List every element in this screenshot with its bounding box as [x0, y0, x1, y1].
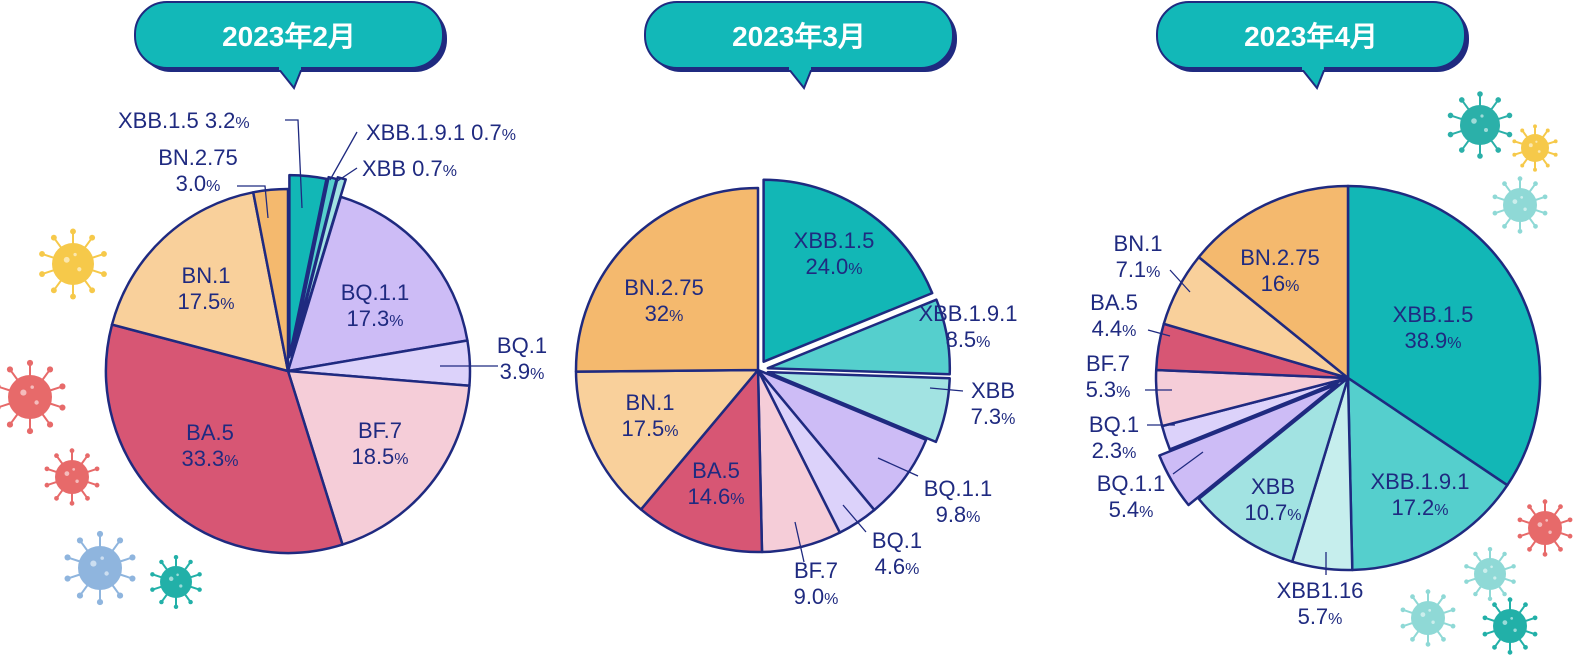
virus-red-small-icon	[44, 448, 100, 506]
slice-label-bf-7: BF.7 5.3%	[1086, 351, 1131, 402]
chart-title-badge: 2023年3月	[644, 1, 957, 90]
slice-label-xbb: XBB 0.7%	[362, 156, 457, 181]
slice-label-bq-1-1: BQ.1.1 5.4%	[1097, 471, 1165, 522]
virus-teal-bottom-icon	[1482, 597, 1538, 655]
pie-chart-2: 2023年3月 XBB.1.5 24.0% XBB.1.9.1 8.5% XBB 7.3% B…	[574, 1, 1018, 609]
slice-label-bq-1: BQ.1 4.6%	[872, 528, 922, 579]
slice-label-bq-1-1: BQ.1.1 17.3%	[341, 280, 409, 331]
leader-line	[1172, 451, 1204, 475]
slice-label-bn-1: BN.1 17.5%	[177, 263, 234, 314]
pie-labels: XBB.1.5 38.9% XBB.1.9.1 17.2% XBB1.16 5.7% XBB…	[1086, 231, 1474, 629]
virus-teal-icon	[150, 554, 202, 610]
pie-slices	[104, 173, 472, 555]
virus-blue-icon	[64, 530, 136, 606]
slice-label-bn-2-75: BN.2.75 32%	[624, 275, 704, 326]
virus-yellow-icon	[39, 228, 107, 300]
chart-title: 2023年3月	[732, 20, 866, 52]
pie-slices	[1154, 184, 1542, 572]
slice-label-bn-1: BN.1 17.5%	[621, 390, 678, 441]
pie-slice-xbb-1-9-1	[1346, 376, 1509, 572]
virus-yellow-right-icon	[1512, 124, 1558, 172]
pie-slice-bq-1-1	[1158, 382, 1339, 507]
virus-teal-top-icon	[1447, 91, 1513, 159]
pie-chart-3: 2023年4月 XBB.1.5 38.9% XBB.1.9.1 17.2% XBB1.16…	[1086, 1, 1542, 629]
slice-label-xbb-1-5: XBB.1.5 24.0%	[794, 228, 875, 279]
leader-line	[842, 504, 867, 533]
slice-label-bq-1: BQ.1 2.3%	[1089, 412, 1139, 463]
leader-line	[929, 387, 964, 392]
pie-labels: XBB.1.5 24.0% XBB.1.9.1 8.5% XBB 7.3% BQ.1.1 9.…	[621, 228, 1017, 609]
slice-label-xbb-1-9-1: XBB.1.9.1 8.5%	[918, 301, 1017, 352]
virus-red-right-icon	[1517, 499, 1573, 557]
pie-slice-bn-1	[110, 191, 290, 373]
leader-line	[1147, 329, 1171, 337]
pie-chart-1: 2023年2月 XBB.1.5 3.2% XBB.1.9.1 0.7% XBB 0.7…	[104, 1, 547, 555]
leader-line	[877, 457, 919, 477]
pie-slice-ba-5	[639, 368, 764, 554]
leader-line	[794, 521, 805, 563]
slice-label-xbb-1-9-1: XBB.1.9.1 17.2%	[1370, 469, 1469, 520]
pie-slice-xbb	[766, 370, 951, 444]
slice-label-ba-5: BA.5 4.4%	[1090, 290, 1138, 341]
leader-line	[335, 167, 358, 183]
virus-red-icon	[0, 359, 66, 435]
chart-title-badge: 2023年2月	[134, 1, 447, 90]
slice-label-ba-5: BA.5 33.3%	[181, 420, 238, 471]
pie-slice-bn-2-75	[574, 186, 760, 373]
pie-slice-xbb-1-5	[1346, 184, 1542, 487]
slice-label-bf-7: BF.7 9.0%	[794, 558, 839, 609]
pie-labels: XBB.1.5 3.2% XBB.1.9.1 0.7% XBB 0.7% BQ.1.1…	[118, 108, 547, 471]
slice-label-bn-2-75: BN.2.75 16%	[1240, 245, 1320, 296]
chart-title: 2023年4月	[1244, 20, 1378, 52]
slice-label-xbb-1-5: XBB.1.5 38.9%	[1393, 302, 1474, 353]
leader-line	[237, 185, 269, 219]
pie-slice-xbb-1-5	[288, 173, 328, 359]
slice-label-bq-1-1: BQ.1.1 9.8%	[924, 476, 992, 527]
pie-slice-bq-1-1	[286, 195, 469, 373]
leader-line	[329, 131, 358, 181]
pie-slices	[574, 178, 951, 554]
virus-aqua-icon	[1492, 176, 1548, 234]
pie-slice-ba-5	[104, 323, 344, 555]
slice-label-bn-2-75: BN.2.75 3.0%	[158, 145, 238, 196]
chart-title-badge: 2023年4月	[1156, 1, 1469, 90]
pie-slice-bn-1	[574, 368, 760, 511]
slice-label-xbb-1-5: XBB.1.5 3.2%	[118, 108, 250, 133]
pie-slice-xbb-1-9-1	[766, 298, 951, 376]
leader-line	[1169, 269, 1191, 293]
slice-label-bn-1: BN.1 7.1%	[1114, 231, 1163, 282]
virus-aqua-bottom-icon	[1464, 546, 1516, 602]
slice-label-xbb: XBB 7.3%	[971, 378, 1016, 429]
pie-slice-xbb	[1197, 376, 1350, 563]
chart-title: 2023年2月	[222, 20, 356, 52]
pie-slice-bf-7	[286, 369, 471, 546]
pie-slice-bn-2-75	[251, 187, 290, 373]
leader-line	[285, 119, 303, 209]
slice-label-bq-1: BQ.1 3.9%	[497, 333, 547, 384]
slice-label-xbb-1-9-1: XBB.1.9.1 0.7%	[366, 120, 516, 145]
virus-aqua-bottom-left-icon	[1400, 589, 1456, 647]
slice-label-xbb1-16: XBB1.16 5.7%	[1277, 578, 1364, 629]
pie-slice-bn-2-75	[1197, 184, 1350, 380]
slice-label-ba-5: BA.5 14.6%	[687, 458, 744, 509]
slice-label-xbb: XBB 10.7%	[1244, 474, 1301, 525]
slice-label-bf-7: BF.7 18.5%	[351, 418, 408, 469]
pie-slice-xbb-1-5	[762, 178, 934, 363]
